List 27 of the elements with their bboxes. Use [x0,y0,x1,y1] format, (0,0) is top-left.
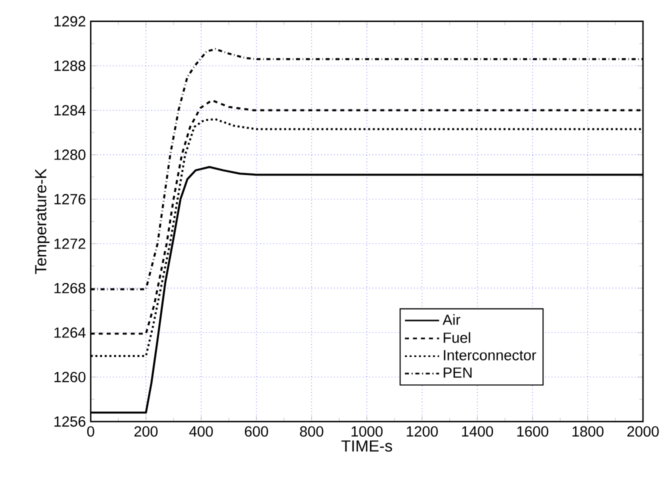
x-tick-label: 1400 [462,426,494,437]
x-tick-label: 2000 [627,426,659,437]
x-tick-label: 1600 [517,426,548,437]
y-tick-label: 1280 [54,150,86,160]
y-tick-label: 1284 [54,105,86,116]
y-tick-label: 1256 [54,416,86,427]
y-tick-label: 1292 [54,16,86,27]
x-tick-label: 600 [244,426,268,437]
y-axis-title: Temperature-K [35,168,50,274]
y-tick-label: 1264 [54,328,86,338]
x-tick-label: 1800 [572,426,604,437]
y-tick-label: 1268 [54,283,86,294]
legend-label: Interconnector [444,350,536,361]
legend-label: Air [442,314,460,326]
y-tick-label: 1276 [54,194,86,205]
x-tick-label: 1200 [406,426,438,437]
y-tick-label: 1288 [54,60,86,72]
x-tick-label: 1000 [352,426,383,437]
legend-label: Fuel [444,332,470,344]
x-tick-label: 200 [134,426,158,437]
y-tick-label: 1260 [54,372,86,382]
x-tick-label: 0 [87,426,94,437]
legend-label: PEN [444,368,472,378]
x-axis-title: TIME-s [341,440,392,452]
x-tick-label: 400 [189,426,213,437]
y-tick-label: 1272 [54,238,86,250]
x-tick-label: 800 [300,426,324,437]
